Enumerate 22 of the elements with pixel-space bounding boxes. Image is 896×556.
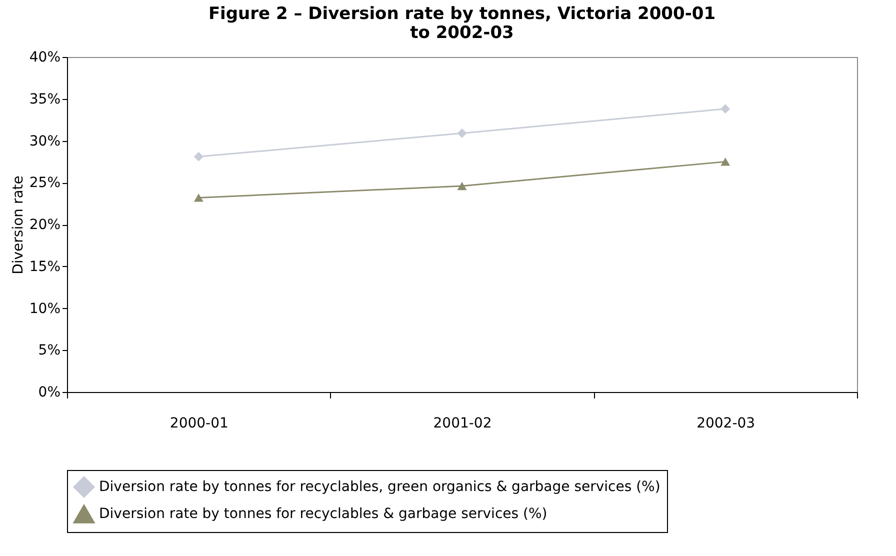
x-tick-label: 2000-01 bbox=[170, 416, 228, 432]
y-tick-label: 25% bbox=[29, 175, 60, 192]
y-tick-label: 20% bbox=[29, 217, 60, 233]
x-tick-label: 2002-03 bbox=[696, 416, 756, 432]
y-tick-label: 30% bbox=[29, 133, 60, 150]
legend-label: Diversion rate by tonnes for recyclables & garbage services (%) bbox=[99, 506, 548, 522]
y-tick-label: 40% bbox=[29, 50, 60, 66]
y-tick-label: 5% bbox=[38, 342, 60, 359]
x-tick-label: 2001-02 bbox=[433, 416, 492, 432]
y-axis-title: Diversion rate bbox=[10, 176, 26, 274]
point bbox=[720, 158, 730, 166]
chart-title: Figure 2 – Diversion rate by tonnes, Victoria 2000-01 to 2002-03 bbox=[208, 4, 716, 43]
legend-label: Diversion rate by tonnes for recyclables, green organics & garbage services (%) bbox=[99, 479, 660, 495]
y-tick-label: 15% bbox=[29, 258, 60, 275]
y-tick-label: 10% bbox=[29, 300, 60, 317]
y-tick-label: 0% bbox=[38, 384, 60, 400]
y-tick-label: 35% bbox=[29, 91, 60, 108]
point bbox=[457, 182, 467, 190]
point bbox=[720, 104, 730, 114]
point bbox=[194, 152, 204, 162]
point bbox=[194, 194, 204, 202]
point bbox=[457, 128, 467, 138]
